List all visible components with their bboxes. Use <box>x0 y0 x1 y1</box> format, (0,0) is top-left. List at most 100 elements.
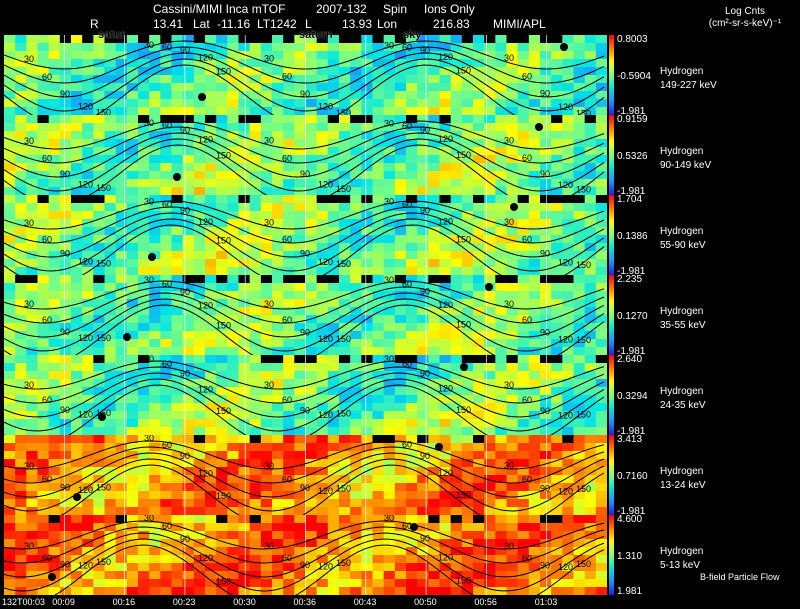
heatmap-cell <box>37 59 50 68</box>
heatmap-cell <box>272 195 284 204</box>
heatmap-cell <box>517 299 530 308</box>
heatmap-cell <box>160 443 173 452</box>
heatmap-cell <box>573 187 586 195</box>
heatmap-cell <box>406 131 418 140</box>
heatmap-cell <box>484 451 496 460</box>
heatmap-cell <box>350 59 362 68</box>
heatmap-cell <box>584 115 597 124</box>
heatmap-cell <box>71 403 83 412</box>
heatmap-cell <box>372 291 385 300</box>
heatmap-cell <box>461 507 474 515</box>
heatmap-cell <box>528 307 541 316</box>
heatmap-cell <box>171 147 184 156</box>
heatmap-cell <box>115 131 128 140</box>
heatmap-cell <box>238 427 251 435</box>
heatmap-cell <box>249 443 262 452</box>
heatmap-cell <box>171 451 184 460</box>
heatmap-cell <box>350 211 362 220</box>
heatmap-cell <box>350 379 362 388</box>
heatmap-cell <box>406 67 418 76</box>
heatmap-cell <box>249 83 262 92</box>
heatmap-cell <box>562 563 575 572</box>
heatmap-cell <box>48 315 61 324</box>
heatmap-cell <box>59 275 72 284</box>
heatmap-cell <box>272 387 284 396</box>
heatmap-cell <box>406 291 418 300</box>
heatmap-cell <box>59 419 72 428</box>
contour-level-label: 30 <box>24 461 34 471</box>
heatmap-cell <box>227 51 240 60</box>
heatmap-cell <box>272 483 284 492</box>
heatmap-cell <box>171 219 184 228</box>
heatmap-cell <box>595 571 607 580</box>
heatmap-cell <box>48 587 61 595</box>
heatmap-cell <box>517 67 530 76</box>
heatmap-cell <box>562 203 575 212</box>
heatmap-cell <box>439 371 452 380</box>
heatmap-cell <box>528 403 541 412</box>
heatmap-cell <box>272 147 284 156</box>
heatmap-cell <box>205 211 217 220</box>
contour-line <box>4 144 605 195</box>
heatmap-cell <box>372 99 385 108</box>
heatmap-cell <box>182 107 195 115</box>
heatmap-cell <box>238 539 251 548</box>
heatmap-cell <box>528 227 541 236</box>
heatmap-cell <box>193 387 206 396</box>
contour-level-label: 90 <box>60 483 70 493</box>
heatmap-cell <box>506 123 519 132</box>
heatmap-cell <box>584 251 597 260</box>
heatmap-cell <box>428 195 441 204</box>
heatmap-cell <box>4 155 16 164</box>
heatmap-cell <box>138 491 150 500</box>
heatmap-cell <box>149 435 161 444</box>
heatmap-cell <box>551 523 563 532</box>
heatmap-cell <box>238 267 251 275</box>
heatmap-cell <box>294 339 307 348</box>
heatmap-cell <box>4 83 16 92</box>
contour-level-label: 30 <box>504 217 514 227</box>
bfield-marker <box>73 493 81 501</box>
heatmap-cell <box>193 267 206 275</box>
heatmap-cell <box>294 475 307 484</box>
heatmap-cell <box>305 555 318 564</box>
heatmap-cell <box>394 155 407 164</box>
heatmap-cell <box>406 419 418 428</box>
contour-level-label: 120 <box>558 180 573 190</box>
energy-range: 35-55 keV <box>660 320 706 331</box>
heatmap-cell <box>528 483 541 492</box>
heatmap-cell <box>383 75 396 84</box>
heatmap-cell <box>450 299 463 308</box>
heatmap-cell <box>473 171 485 180</box>
energy-range: 55-90 keV <box>660 240 706 251</box>
heatmap-cell <box>439 323 452 332</box>
heatmap-cell <box>339 403 351 412</box>
heatmap-cell <box>406 227 418 236</box>
heatmap-cell <box>528 107 541 115</box>
heatmap-cell <box>562 35 575 44</box>
heatmap-cell <box>372 459 385 468</box>
heatmap-cell <box>138 379 150 388</box>
heatmap-cell <box>48 531 61 540</box>
heatmap-cell <box>383 251 396 260</box>
heatmap-cell <box>361 131 374 140</box>
heatmap-cell <box>394 539 407 548</box>
heatmap-cell <box>71 547 83 556</box>
heatmap-cell <box>506 483 519 492</box>
heatmap-cell <box>316 163 329 172</box>
heatmap-cell <box>573 451 586 460</box>
heatmap-cell <box>15 275 27 284</box>
heatmap-cell <box>138 587 150 595</box>
heatmap-cell <box>372 315 385 324</box>
heatmap-cell <box>506 315 519 324</box>
heatmap-cell <box>216 315 228 324</box>
heatmap-cell <box>305 459 318 468</box>
heatmap-cell <box>171 251 184 260</box>
heatmap-cell <box>138 323 150 332</box>
heatmap-cell <box>573 571 586 580</box>
heatmap-cell <box>138 115 150 124</box>
heatmap-cell <box>71 499 83 508</box>
heatmap-cell <box>573 307 586 316</box>
heatmap-cell <box>540 563 552 572</box>
heatmap-cell <box>238 363 251 372</box>
